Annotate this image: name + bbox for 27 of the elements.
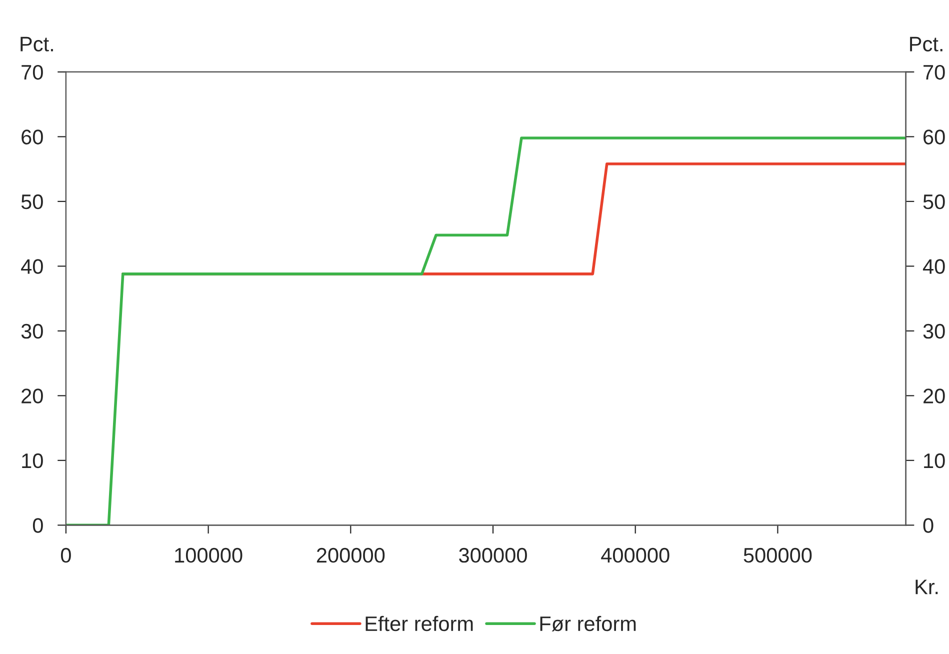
y-tick-label: 30 [21,324,43,339]
x-tick-label: 200000 [316,548,385,563]
y-tick-label: 60 [22,130,43,144]
y2-tick-label: 70 [924,64,945,80]
y2-tick-label: 10 [924,453,945,468]
x-tick-label: 400000 [601,548,670,563]
x-tick-label: 100000 [175,548,242,563]
y-tick-label: 0 [32,518,43,533]
y-tick-label: 40 [21,259,43,274]
y-tick-label: 20 [22,388,43,404]
x-tick-label: 300000 [459,548,527,563]
x-tick-label: 0 [60,548,71,563]
y2-tick-label: 0 [923,518,934,533]
y-tick-label: 70 [22,64,43,80]
y2-tick-label: 40 [922,259,945,274]
x-axis-title: Kr. [916,580,938,594]
y2-tick-label: 30 [923,324,945,339]
y2-axis-title: Pct. [910,36,942,52]
y-tick-label: 10 [22,453,43,468]
y-axis-title: Pct. [20,36,53,52]
y2-tick-label: 20 [924,388,945,404]
legend-label: Før reform [540,616,636,632]
y2-tick-label: 60 [924,130,945,144]
y2-tick-label: 50 [923,194,945,210]
x-tick-label: 500000 [744,548,812,563]
legend-label: Efter reform [366,616,473,632]
y-tick-label: 50 [21,194,43,210]
